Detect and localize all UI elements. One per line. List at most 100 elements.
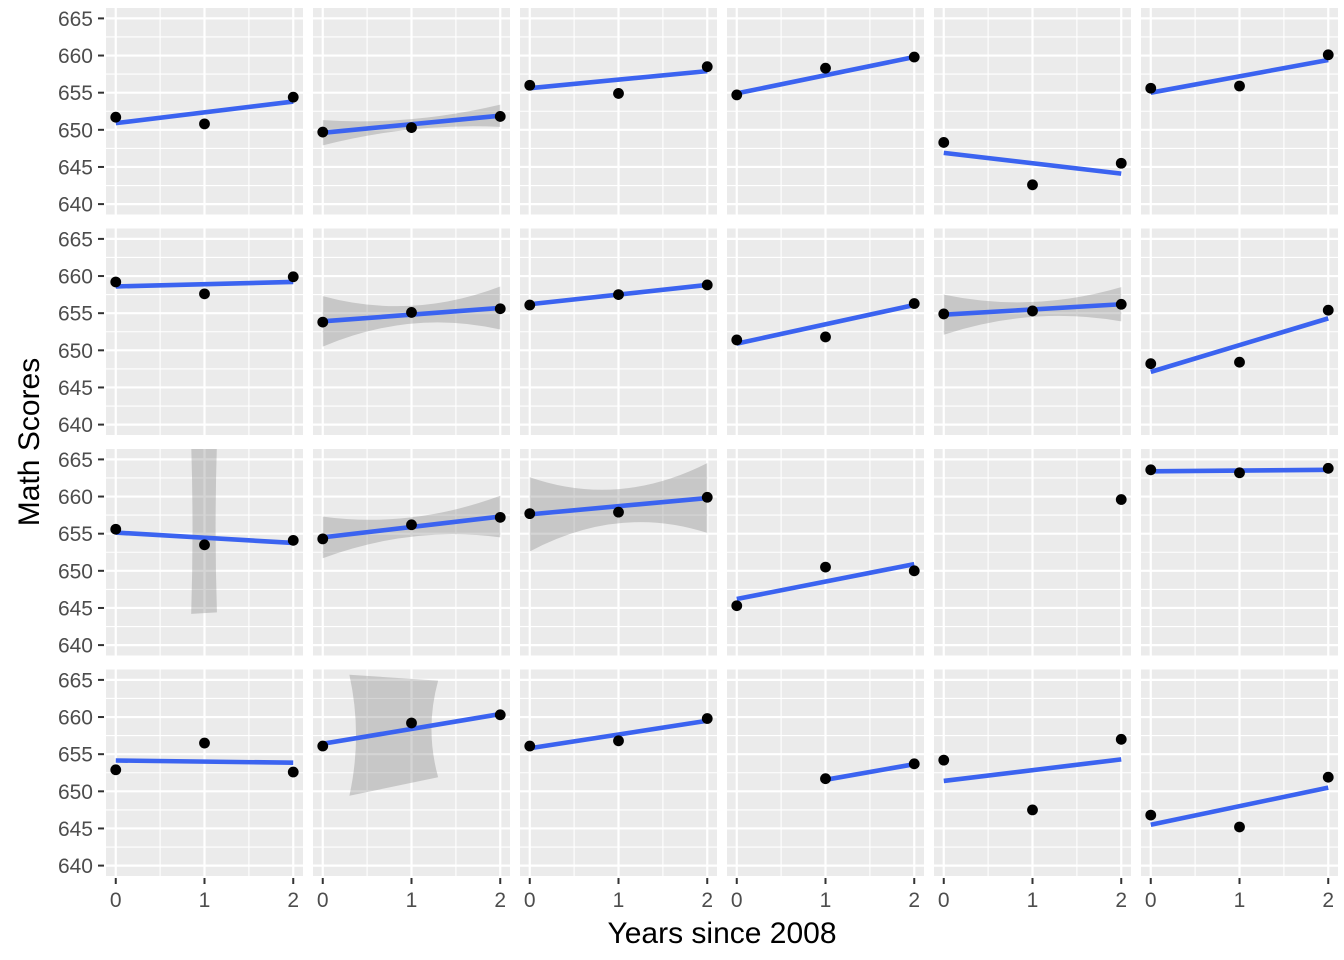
y-tick-label: 650 [58,119,93,142]
regression-line [1150,316,1329,375]
data-point [1145,464,1157,476]
facet-panel [520,669,717,876]
y-tick-label: 660 [58,266,93,289]
regression-line [115,530,294,546]
y-tick-label: 665 [58,8,93,31]
data-point [820,561,831,573]
data-point [110,276,122,288]
data-point [701,279,713,291]
data-point [110,111,122,123]
x-tick-label: 2 [494,889,506,912]
data-point [938,137,950,148]
facet-panel [1141,449,1338,656]
data-point [1234,821,1245,833]
y-tick-label: 660 [58,707,93,730]
data-point [1115,298,1127,310]
facet-panel [727,8,924,215]
data-point [1322,771,1334,783]
data-point [317,126,329,138]
data-point [317,740,329,752]
x-tick-label: 2 [1322,889,1334,912]
facet-panel [934,228,1131,435]
data-point [820,62,831,74]
x-tick-label: 2 [287,889,299,912]
y-tick-label: 640 [58,635,93,658]
data-point [406,307,417,318]
facet-panel [313,669,510,876]
regression-line [529,68,708,91]
data-point [1115,733,1127,745]
data-point [1322,49,1334,61]
facet-panel [313,8,510,215]
data-point [820,331,831,343]
regression-line [322,711,501,747]
y-tick-label: 665 [58,449,93,472]
regression-line [115,279,294,289]
data-point [908,298,920,309]
facet-panel [934,8,1131,215]
data-point [1234,356,1245,368]
x-axis-title: Years since 2008 [607,917,837,950]
data-point [1145,82,1157,94]
data-point [199,288,210,300]
y-tick-label: 650 [58,340,93,363]
x-tick-label: 1 [1234,889,1246,912]
y-tick-label: 665 [58,669,93,692]
data-point [199,539,210,551]
facet-panel [313,449,510,656]
facet-panel [727,669,924,876]
facet-panel [934,669,1131,876]
regression-line [1150,785,1329,827]
y-tick-label: 645 [58,156,93,179]
regression-line [736,302,915,346]
data-point [731,334,743,346]
data-point [820,773,831,785]
data-point [731,89,743,101]
x-tick-label: 1 [1027,889,1039,912]
data-point [287,271,299,283]
x-tick-label: 0 [1145,889,1157,912]
data-point [1027,305,1038,317]
x-tick-label: 1 [406,889,418,912]
data-point [199,737,210,749]
data-point [494,511,506,523]
data-point [908,758,920,770]
x-tick-label: 1 [613,889,625,912]
facet-panel [934,449,1131,656]
regression-line [736,561,915,602]
regression-line [825,761,915,783]
data-point [110,764,122,776]
facet-panel [106,228,303,435]
regression-line [529,495,708,517]
data-point [613,506,624,518]
x-tick-label: 0 [938,889,950,912]
data-point [1027,179,1038,191]
data-point [406,717,417,729]
data-point [287,766,299,778]
data-point [908,51,920,63]
x-tick-label: 0 [524,889,536,912]
data-point [613,289,624,301]
x-tick-label: 2 [1115,889,1127,912]
y-tick-label: 645 [58,377,93,400]
facet-panel [1141,228,1338,435]
x-tick-label: 0 [317,889,329,912]
data-point [317,316,329,328]
data-point [1322,462,1334,474]
data-point [1027,804,1038,816]
x-tick-label: 2 [701,889,713,912]
data-point [524,299,536,311]
regression-line [1150,57,1329,95]
data-point [1115,157,1127,169]
y-tick-label: 645 [58,818,93,841]
regression-line [529,718,708,751]
data-point [731,600,743,612]
data-point [938,754,950,766]
data-point [701,713,713,724]
data-point [1145,809,1157,821]
y-tick-label: 655 [58,744,93,767]
regression-line [115,758,294,766]
facet-panel [106,449,303,656]
data-point [317,533,329,545]
regression-line [943,150,1122,176]
